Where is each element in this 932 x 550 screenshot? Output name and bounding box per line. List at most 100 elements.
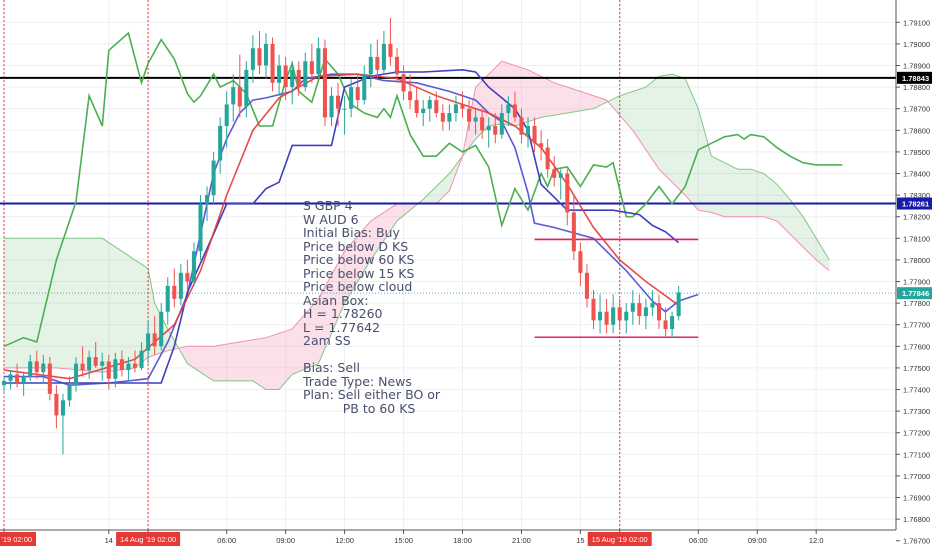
candle-body <box>224 104 229 126</box>
candle <box>211 151 216 204</box>
candle <box>34 350 39 379</box>
candle-body <box>54 393 59 416</box>
cloud-bullish <box>4 238 178 373</box>
candle-body <box>316 48 321 75</box>
note-line: W AUD 6 <box>303 211 359 227</box>
price-axis: 1.79100 1.79000 1.78900 1.78800 1.78700 1.786… <box>896 18 932 546</box>
candle <box>146 320 151 364</box>
candle <box>126 357 131 381</box>
candle <box>309 43 314 83</box>
lagging-span <box>3 31 843 348</box>
candle <box>152 316 157 355</box>
candle-body <box>165 285 170 312</box>
candle-body <box>211 160 216 196</box>
candle <box>336 82 341 126</box>
candle-body <box>408 91 413 101</box>
price-badge <box>897 197 932 210</box>
price-tick-label: 1.78200 <box>903 213 930 222</box>
candle-body <box>309 61 314 75</box>
candle <box>244 61 249 118</box>
candle-body <box>611 307 616 325</box>
candle <box>394 48 400 83</box>
price-tick-label: 1.79000 <box>903 40 930 49</box>
candle-body <box>218 126 223 161</box>
candle-body <box>100 361 105 366</box>
candle-body <box>185 272 190 282</box>
candle-body <box>41 363 46 373</box>
candle <box>87 350 92 379</box>
candle-body <box>139 350 144 368</box>
note-line: S GBP 4 <box>303 198 353 213</box>
candle <box>414 87 419 118</box>
price-tick-label: 1.79100 <box>903 18 930 27</box>
candle-body <box>34 361 39 373</box>
price-badge <box>897 287 932 300</box>
candle-body <box>604 311 609 325</box>
candle <box>381 30 386 75</box>
candle-body <box>630 303 635 312</box>
price-tick-label: 1.76700 <box>903 537 930 546</box>
horizontal-levels <box>0 76 896 294</box>
candle-body <box>93 357 98 366</box>
candle <box>427 95 432 122</box>
price-tick-label: 1.78100 <box>903 234 930 243</box>
time-tick-label: 12:00 <box>335 536 354 545</box>
candle <box>74 357 79 392</box>
candle-body <box>467 108 472 122</box>
candle <box>290 61 295 105</box>
candle <box>447 104 452 131</box>
cloud-bearish <box>180 203 417 390</box>
candle <box>525 117 531 148</box>
candle <box>598 294 603 334</box>
price-tick-label: 1.78000 <box>903 256 930 265</box>
candle-body <box>381 43 386 70</box>
candle-body <box>558 173 563 178</box>
candle <box>401 65 406 101</box>
candle-body <box>290 69 295 88</box>
price-tick-label: 1.78400 <box>903 170 930 179</box>
candle-body <box>460 104 465 109</box>
candle <box>218 117 223 174</box>
time-tick-label: 15:00 <box>394 536 413 545</box>
candle-body <box>355 87 360 101</box>
candle-body <box>598 311 603 321</box>
candle <box>93 342 98 368</box>
candle-body <box>159 311 164 347</box>
candle-body <box>663 320 668 330</box>
candle-body <box>146 333 151 351</box>
candle-body <box>349 87 354 109</box>
note-line: Plan: Sell either BO or <box>303 387 441 402</box>
candle-body <box>303 61 308 88</box>
price-tick-label: 1.78800 <box>903 83 930 92</box>
candle-body <box>15 374 20 384</box>
cloud-bullish <box>609 74 830 271</box>
candle <box>100 352 105 381</box>
candle-body <box>453 104 458 114</box>
candle <box>283 56 288 101</box>
candle <box>388 18 393 66</box>
note-line: Price below cloud <box>303 279 413 294</box>
note-line: Price below 15 KS <box>303 265 415 281</box>
candle <box>375 39 380 79</box>
note-line: Initial Bias: Buy <box>303 225 400 240</box>
candle <box>663 307 668 338</box>
candle <box>499 104 504 139</box>
candle-body <box>322 48 327 118</box>
candle-body <box>113 359 118 379</box>
candle-body <box>60 400 65 416</box>
candle-body <box>493 126 498 135</box>
candle-body <box>263 43 269 66</box>
price-tick-label: 1.77100 <box>903 450 930 459</box>
candle <box>506 95 511 126</box>
candle <box>132 350 138 373</box>
candle <box>178 264 183 306</box>
candle <box>198 195 203 260</box>
candle-body <box>512 104 517 118</box>
time-badge-label: 15 Aug '19 02:00 <box>592 535 648 544</box>
note-line: Asian Box: <box>303 292 369 308</box>
candle-body <box>74 363 79 386</box>
candle <box>159 303 164 351</box>
candle <box>440 104 445 131</box>
candle <box>342 95 347 135</box>
